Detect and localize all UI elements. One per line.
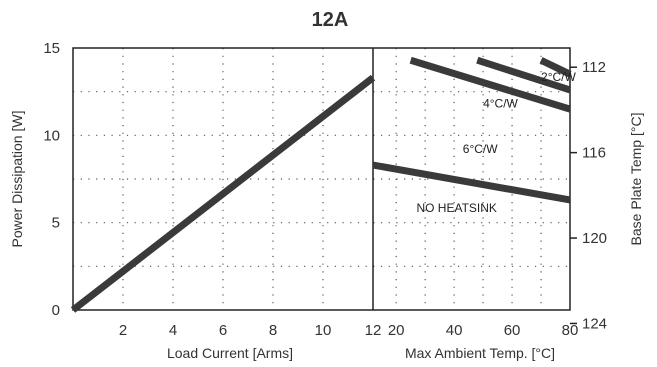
- series-line-power: [70, 74, 376, 313]
- y2-tick-label: 120: [582, 230, 607, 247]
- x-tick-label: 4: [169, 322, 177, 339]
- x-tick-label: 6: [219, 322, 227, 339]
- series-label: 4°C/W: [483, 96, 518, 110]
- x-tick-label: 80: [562, 322, 579, 339]
- x-tick-label: 20: [388, 322, 405, 339]
- series-line-heatsink: [409, 56, 572, 113]
- series-line-heatsink: [539, 57, 572, 78]
- series-label: 2°C/W: [541, 70, 576, 84]
- chart-title: 12A: [312, 9, 349, 31]
- y-tick-label: 0: [52, 302, 60, 319]
- x-tick-label: 40: [446, 322, 463, 339]
- series-label: NO HEATSINK: [416, 201, 496, 215]
- y-axis-label-left: Power Dissipation [W]: [9, 111, 25, 248]
- y-tick-label: 10: [43, 127, 60, 144]
- x-tick-label: 10: [315, 322, 332, 339]
- x-tick-label: 60: [504, 322, 521, 339]
- plot-frame: [72, 47, 571, 311]
- x-axis-label-right: Max Ambient Temp. [°C]: [405, 345, 555, 361]
- y2-tick-label: 116: [582, 145, 606, 162]
- series-label: 6°C/W: [463, 142, 498, 156]
- x-tick-label: 12: [365, 322, 382, 339]
- x-axis-label-left: Load Current [Arms]: [167, 345, 293, 361]
- y-tick-label: 15: [43, 40, 60, 57]
- series-line-heatsink: [476, 56, 572, 94]
- x-tick-label: 8: [269, 322, 277, 339]
- y-axis-label-right: Base Plate Temp [°C]: [628, 113, 644, 246]
- x-tick-label: 2: [119, 322, 127, 339]
- y-tick-label: 5: [52, 215, 60, 232]
- y2-tick-label: 112: [582, 59, 606, 76]
- series-line-heatsink: [372, 161, 571, 204]
- series-group: [70, 56, 572, 313]
- y2-tick-label: 124: [582, 315, 607, 332]
- tick-labels: 0 5 10 15 2 4 6 8 10 12 20 40 60 80 112 116 120 124: [43, 40, 607, 339]
- series-annotations: NO HEATSINK 6°C/W 4°C/W 2°C/W: [416, 70, 576, 215]
